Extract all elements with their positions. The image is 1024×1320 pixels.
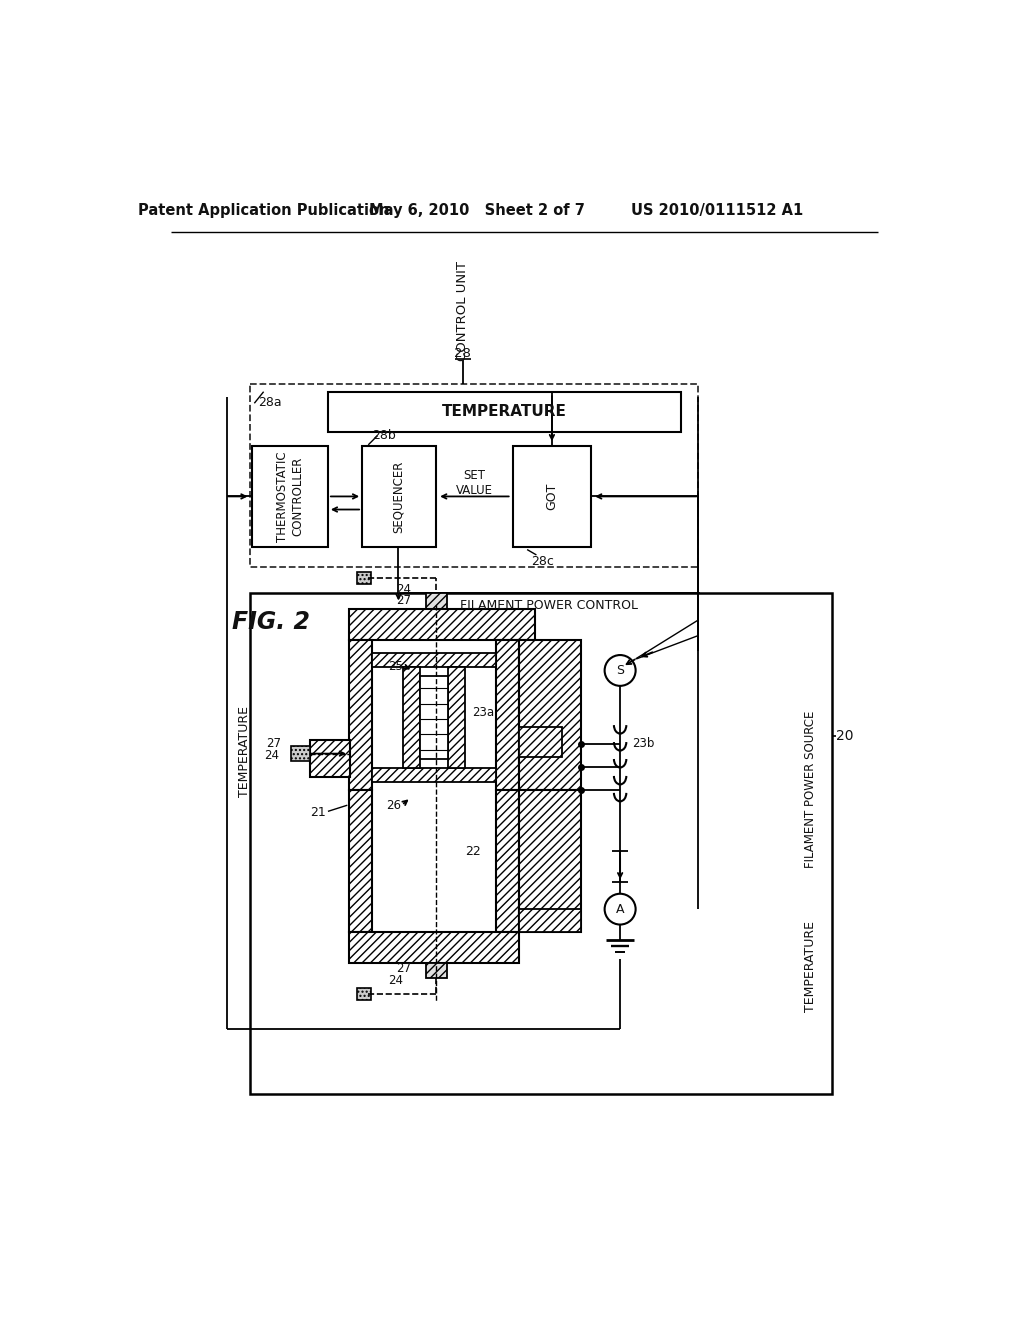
- Bar: [349, 609, 535, 640]
- Text: TEMPERATURE: TEMPERATURE: [442, 404, 567, 420]
- Bar: [519, 789, 582, 932]
- Bar: [372, 653, 496, 667]
- Bar: [403, 667, 420, 768]
- Bar: [310, 739, 350, 776]
- Text: Patent Application Publication: Patent Application Publication: [138, 203, 389, 218]
- Bar: [519, 640, 582, 789]
- Bar: [496, 640, 519, 789]
- Text: 28b: 28b: [372, 429, 396, 442]
- Bar: [449, 667, 465, 768]
- Text: CONTROL UNIT: CONTROL UNIT: [457, 261, 469, 360]
- Text: 22: 22: [465, 845, 480, 858]
- Text: FILAMENT POWER CONTROL: FILAMENT POWER CONTROL: [460, 599, 638, 612]
- Bar: [357, 987, 372, 1001]
- Text: 27: 27: [396, 594, 411, 607]
- Text: SET
VALUE: SET VALUE: [456, 470, 493, 498]
- Bar: [251, 384, 697, 566]
- Text: GOT: GOT: [546, 483, 558, 510]
- Text: FIG. 2: FIG. 2: [232, 610, 310, 634]
- Bar: [519, 726, 562, 758]
- Bar: [426, 594, 446, 609]
- Text: May 6, 2010   Sheet 2 of 7: May 6, 2010 Sheet 2 of 7: [369, 203, 585, 218]
- Text: 28: 28: [455, 347, 471, 360]
- Text: TEMPERATURE: TEMPERATURE: [238, 706, 251, 797]
- Circle shape: [604, 655, 636, 686]
- Text: S: S: [616, 664, 624, 677]
- Text: 23a: 23a: [472, 706, 495, 719]
- Bar: [349, 640, 372, 789]
- Text: 28c: 28c: [531, 554, 554, 568]
- Bar: [357, 572, 372, 585]
- Text: TEMPERATURE: TEMPERATURE: [804, 921, 816, 1012]
- Text: 24: 24: [388, 974, 403, 987]
- Text: 23b: 23b: [632, 737, 654, 750]
- Bar: [349, 932, 519, 964]
- Bar: [362, 446, 435, 548]
- Text: SEQUENCER: SEQUENCER: [392, 461, 404, 532]
- Bar: [398, 594, 699, 618]
- Bar: [349, 789, 372, 932]
- Bar: [372, 768, 496, 781]
- Text: 25: 25: [388, 660, 403, 673]
- Bar: [251, 594, 831, 1094]
- Text: A: A: [615, 903, 625, 916]
- Text: 26: 26: [386, 799, 400, 812]
- Bar: [420, 676, 449, 759]
- Text: 27: 27: [266, 737, 282, 750]
- Text: 24: 24: [396, 583, 411, 597]
- Text: 20: 20: [836, 729, 853, 743]
- Text: US 2010/0111512 A1: US 2010/0111512 A1: [631, 203, 803, 218]
- Bar: [496, 789, 519, 932]
- Bar: [426, 964, 446, 978]
- Text: 27: 27: [396, 962, 411, 975]
- Text: 21: 21: [310, 807, 326, 820]
- Circle shape: [604, 894, 636, 924]
- Bar: [291, 746, 310, 762]
- Text: FILAMENT POWER SOURCE: FILAMENT POWER SOURCE: [804, 711, 816, 869]
- Bar: [513, 446, 591, 548]
- Bar: [252, 446, 328, 548]
- Text: 28a: 28a: [258, 396, 282, 409]
- Text: 24: 24: [264, 748, 280, 762]
- Text: THERMOSTATIC
CONTROLLER: THERMOSTATIC CONTROLLER: [276, 451, 304, 541]
- Bar: [328, 392, 681, 432]
- Bar: [519, 909, 582, 932]
